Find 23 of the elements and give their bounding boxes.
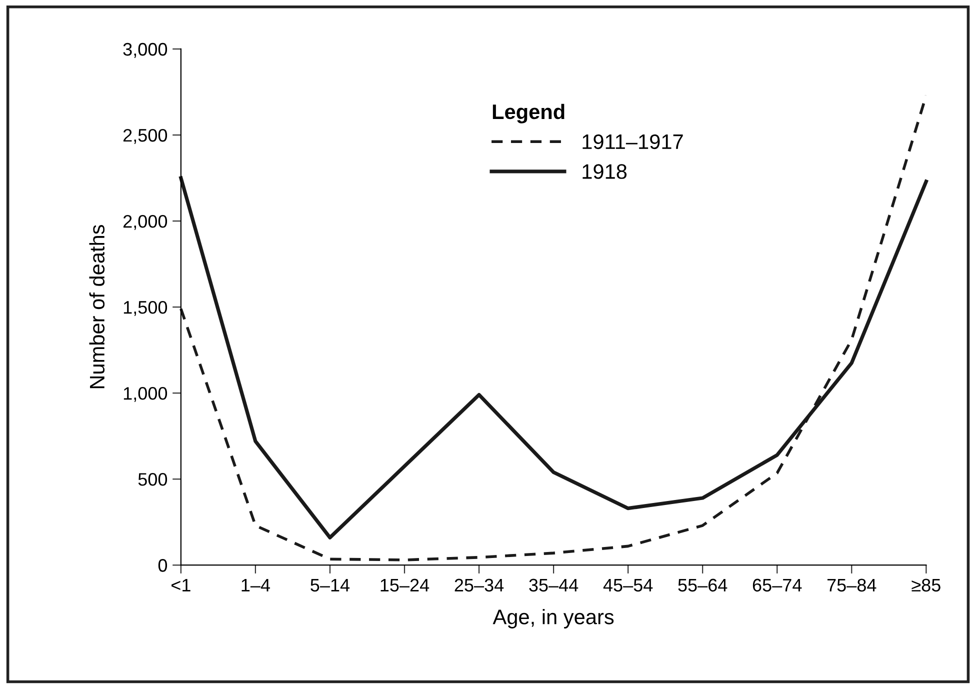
x-axis-title: Age, in years — [492, 609, 614, 628]
x-tick-label: 15–24 — [380, 578, 430, 592]
y-tick-label: 2,500 — [123, 128, 168, 144]
y-tick-label: 500 — [138, 473, 168, 486]
legend-title: Legend — [492, 104, 564, 124]
y-tick-label: 2,000 — [123, 214, 168, 230]
y-tick-label: 1,000 — [124, 387, 168, 402]
y-tick-label: 0 — [158, 559, 168, 572]
x-tick-label: 25–34 — [454, 578, 504, 592]
x-tick-label: <1 — [172, 578, 190, 592]
x-tick-label: 5–14 — [310, 578, 350, 592]
legend-label: 1918 — [582, 164, 627, 179]
x-tick-label: 55–64 — [678, 578, 728, 592]
x-tick-label: 75–84 — [827, 578, 876, 592]
x-tick-label: 65–74 — [752, 578, 802, 592]
x-tick-label: 45–54 — [603, 578, 653, 592]
legend-label: 1911–1917 — [582, 134, 683, 150]
y-tick-label: 1,500 — [124, 300, 168, 316]
x-tick-label: ≥85 — [912, 578, 940, 592]
y-tick-label: 3,000 — [123, 42, 168, 58]
y-axis-title: Number of deaths — [89, 224, 105, 388]
x-tick-label: 35–44 — [529, 578, 578, 592]
x-tick-label: 1–4 — [242, 578, 270, 592]
